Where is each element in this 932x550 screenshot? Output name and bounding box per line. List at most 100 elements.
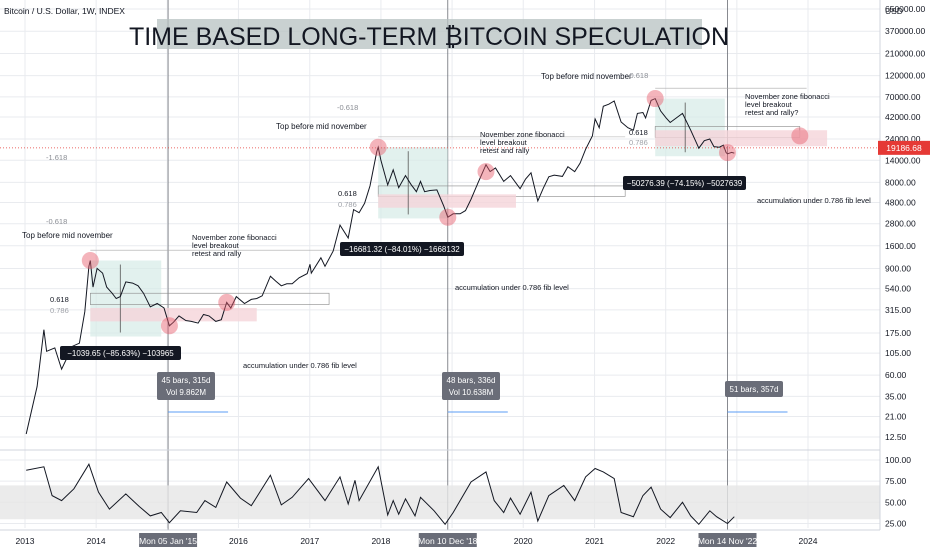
oscillator-series	[26, 463, 735, 526]
fib-box-label: 0.618	[629, 128, 648, 137]
fib-zones	[0, 87, 880, 337]
fib-red-zone	[655, 130, 828, 147]
top-label: Top before mid november	[541, 72, 632, 81]
osc-tick-label: 75.00	[885, 476, 907, 486]
range-stats-box	[442, 372, 500, 400]
y-tick-label: 900.00	[885, 263, 911, 273]
range-bars-label: 51 bars, 357d	[730, 385, 779, 394]
fib-box-label: 0.786	[50, 306, 69, 315]
breakout-label: November zone fibonacci	[480, 130, 565, 139]
fib-box-label: 0.618	[338, 189, 357, 198]
breakout-label: retest and rally?	[745, 108, 798, 117]
x-tick-label: 2018	[371, 536, 390, 546]
banner-background	[157, 19, 702, 49]
fib-red-zone	[378, 194, 516, 208]
y-tick-label: 315.00	[885, 305, 911, 315]
x-tick-label: 2021	[585, 536, 604, 546]
breakout-label: level breakout	[192, 241, 240, 250]
time-cursor-label-bg	[698, 533, 757, 547]
fib-red-zone	[90, 307, 257, 322]
range-stats-box	[157, 372, 215, 400]
fib-level-label: -0.618	[46, 217, 67, 226]
y-tick-label: 210000.00	[885, 49, 925, 59]
y-tick-label: 2800.00	[885, 219, 916, 229]
fib-level-frame	[89, 292, 330, 305]
oscillator-band	[0, 485, 880, 520]
time-cursor-label-bg	[418, 533, 477, 547]
drawdown-label: −1039.65 (−85.63%) −103965	[67, 349, 174, 358]
osc-tick-label: 25.00	[885, 519, 907, 529]
y-tick-label: 105.00	[885, 348, 911, 358]
oscillator-range-band	[0, 485, 880, 520]
x-tick-label: 2024	[799, 536, 818, 546]
price-series	[25, 97, 735, 435]
oscillator-line	[26, 463, 735, 526]
y-tick-label: 8000.00	[885, 177, 916, 187]
x-tick-label: 2016	[229, 536, 248, 546]
y-tick-label: 60.00	[885, 370, 907, 380]
x-tick-label: 2022	[656, 536, 675, 546]
symbol-title: Bitcoin / U.S. Dollar, 1W, INDEX	[4, 6, 125, 16]
fib-green-box	[655, 98, 725, 157]
osc-tick-label: 50.00	[885, 497, 907, 507]
time-cursor-label: Mon 14 Nov '22	[698, 536, 758, 546]
accumulation-label: accumulation under 0.786 fib level	[757, 196, 871, 205]
fib-box-label: 0.786	[338, 200, 357, 209]
y-tick-label: 35.00	[885, 391, 907, 401]
range-volume-label: Vol 10.638M	[449, 388, 494, 397]
highlight-circle	[160, 317, 178, 335]
drawdown-badge	[340, 242, 464, 256]
price-line	[25, 97, 735, 435]
drawdown-label: −16681.32 (−84.01%) −1668132	[344, 245, 460, 254]
y-tick-label: 4800.00	[885, 197, 916, 207]
y-tick-label: 370000.00	[885, 26, 925, 36]
range-bars-label: 48 bars, 336d	[447, 376, 496, 385]
accumulation-label: accumulation under 0.786 fib level	[455, 283, 569, 292]
breakout-label: retest and rally	[480, 146, 529, 155]
highlight-circle	[791, 127, 809, 145]
highlight-circle	[718, 144, 736, 162]
highlight-circle	[81, 252, 99, 270]
y-tick-label: 14000.00	[885, 155, 921, 165]
range-stats-box	[725, 381, 783, 397]
y-tick-label: 650000.00	[885, 4, 925, 14]
highlight-circle	[218, 293, 236, 311]
breakout-label: retest and rally	[192, 249, 241, 258]
current-price-tag	[878, 140, 930, 155]
y-tick-label: 1600.00	[885, 241, 916, 251]
chart-annotations: Top before mid november Top before mid no…	[22, 71, 871, 413]
y-tick-label: 175.00	[885, 328, 911, 338]
x-tick-label: 2020	[514, 536, 533, 546]
y-tick-label: 540.00	[885, 284, 911, 294]
highlight-circle	[646, 90, 664, 108]
accumulation-label: accumulation under 0.786 fib level	[243, 361, 357, 370]
y-tick-label: 24000.00	[885, 134, 921, 144]
currency-label: USD	[885, 6, 903, 16]
osc-tick-label: 100.00	[885, 455, 911, 465]
fib-level-label: -0.618	[627, 71, 648, 80]
drawdown-badge	[60, 346, 181, 360]
time-cursor-label: Mon 10 Dec '18	[418, 536, 478, 546]
highlight-circle	[369, 138, 387, 156]
time-cursor-label: Mon 05 Jan '15	[139, 536, 197, 546]
chart-grid	[0, 0, 880, 528]
range-volume-label: Vol 9.862M	[166, 388, 206, 397]
breakout-label: November zone fibonacci	[745, 92, 830, 101]
fib-box-label: 0.618	[50, 295, 69, 304]
highlight-circle	[477, 163, 495, 181]
y-tick-label: 42000.00	[885, 112, 921, 122]
top-label: Top before mid november	[22, 231, 113, 240]
fib-level-label: -1.618	[46, 153, 67, 162]
top-label: Top before mid november	[276, 122, 367, 131]
drawdown-badge	[623, 176, 746, 190]
y-tick-label: 12.50	[885, 432, 907, 442]
y-tick-label: 21.00	[885, 412, 907, 422]
x-tick-label: 2017	[300, 536, 319, 546]
breakout-label: level breakout	[745, 100, 793, 109]
current-price-label: 19186.68	[886, 143, 922, 153]
x-tick-label: 2013	[16, 536, 35, 546]
range-bars-label: 45 bars, 315d	[162, 376, 211, 385]
fib-level-label: -0.618	[337, 103, 358, 112]
